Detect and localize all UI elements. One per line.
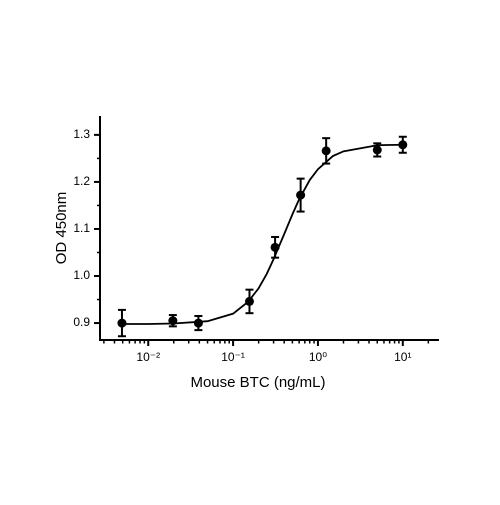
x-tick-label: 10⁰ [309, 350, 327, 364]
x-tick-label: 10¹ [394, 350, 411, 364]
data-point [244, 296, 254, 306]
x-axis-label: Mouse BTC (ng/mL) [190, 374, 325, 391]
y-tick-label: 1.1 [73, 221, 90, 235]
data-point [270, 242, 280, 252]
y-tick-label: 1.2 [73, 174, 90, 188]
y-tick-label: 1.3 [73, 127, 90, 141]
x-tick-label: 10⁻² [136, 350, 160, 364]
data-point [296, 190, 306, 200]
data-point [398, 140, 408, 150]
y-tick-label: 0.9 [73, 315, 90, 329]
x-tick-label: 10⁻¹ [221, 350, 245, 364]
data-point [321, 146, 331, 156]
y-tick-label: 1.0 [73, 268, 90, 282]
data-point [193, 318, 203, 328]
y-axis-label: OD 450nm [53, 192, 70, 265]
data-point [117, 318, 127, 328]
data-point [372, 145, 382, 155]
data-point [168, 316, 178, 326]
fit-curve [122, 143, 403, 325]
